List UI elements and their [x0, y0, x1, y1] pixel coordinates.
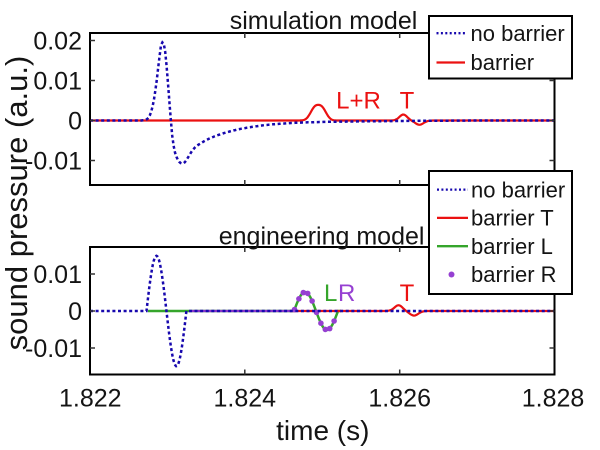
svg-text:sound pressure (a.u.): sound pressure (a.u.) [0, 56, 34, 351]
svg-text:no barrier: no barrier [471, 21, 565, 46]
svg-text:no barrier: no barrier [471, 177, 565, 202]
svg-text:1.822: 1.822 [59, 385, 122, 413]
svg-text:0.02: 0.02 [33, 27, 82, 55]
svg-text:barrier L: barrier L [471, 234, 553, 259]
svg-text:barrier: barrier [471, 50, 535, 75]
svg-text:L+R: L+R [336, 88, 381, 115]
svg-text:0.01: 0.01 [33, 261, 82, 289]
svg-text:0: 0 [68, 107, 82, 135]
svg-text:L: L [324, 280, 337, 307]
svg-text:1.824: 1.824 [214, 385, 277, 413]
svg-text:simulation model: simulation model [230, 7, 418, 35]
svg-text:barrier R: barrier R [471, 262, 557, 287]
svg-text:1.826: 1.826 [368, 385, 431, 413]
svg-text:time (s): time (s) [276, 415, 369, 446]
svg-text:barrier T: barrier T [471, 206, 554, 231]
svg-text:0: 0 [68, 298, 82, 326]
svg-text:T: T [400, 88, 415, 115]
svg-text:0.01: 0.01 [33, 67, 82, 95]
svg-text:1.828: 1.828 [522, 385, 585, 413]
svg-text:-0.01: -0.01 [25, 335, 82, 363]
svg-text:R: R [338, 280, 355, 307]
svg-text:T: T [400, 280, 415, 307]
svg-text:-0.01: -0.01 [25, 147, 82, 175]
svg-text:engineering model: engineering model [219, 222, 425, 250]
